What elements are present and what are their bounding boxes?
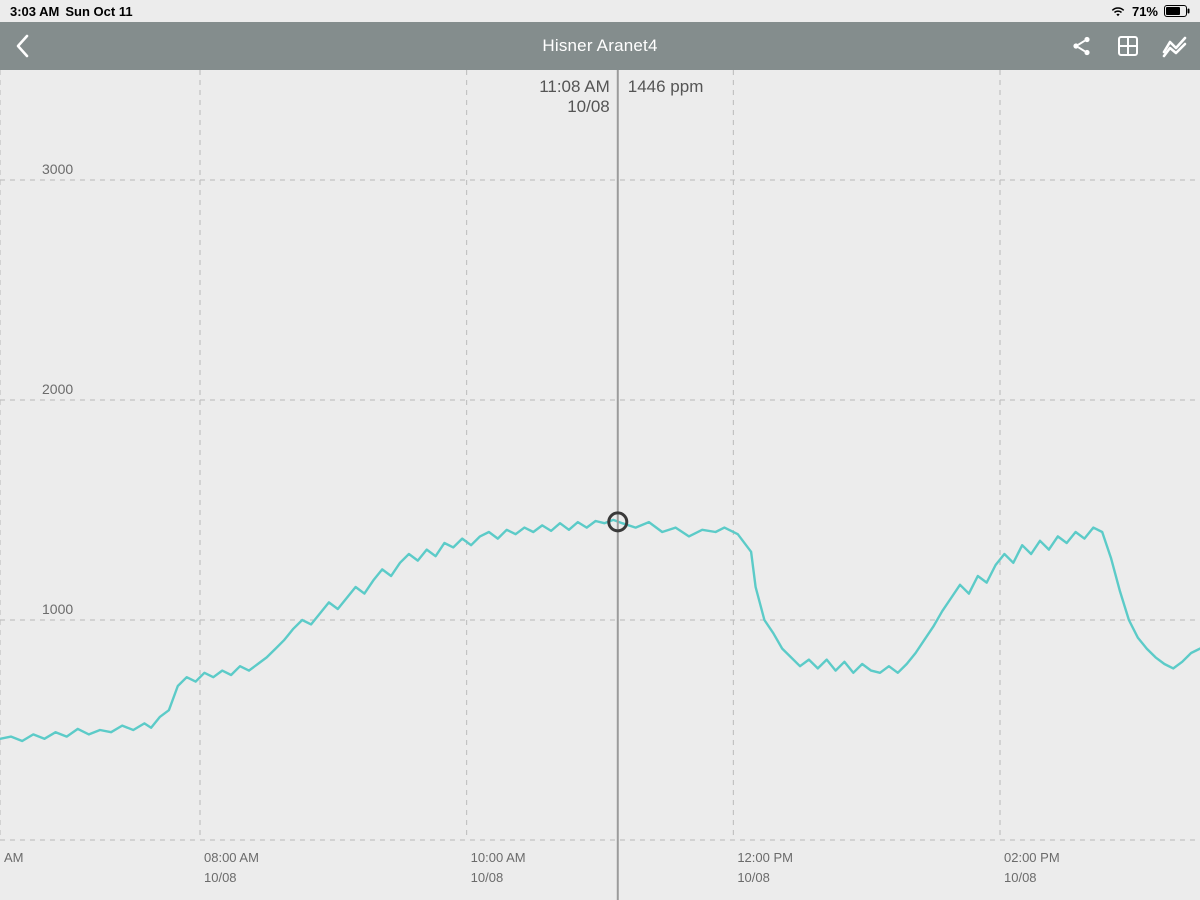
screen-title: Hisner Aranet4	[542, 36, 657, 56]
ios-status-bar: 3:03 AM Sun Oct 11 71%	[0, 0, 1200, 22]
x-tick-date: 10/08	[1004, 870, 1037, 885]
x-tick-time: 12:00 PM	[737, 850, 793, 865]
y-tick-label: 1000	[42, 601, 73, 617]
x-tick-time: AM	[4, 850, 24, 865]
battery-percent: 71%	[1132, 4, 1158, 19]
chart-container[interactable]: 1000 2000 3000 AM 08:00 AM 10/08 10:00 AM 10/08…	[0, 70, 1200, 900]
y-tick-label: 3000	[42, 161, 73, 177]
status-date: Sun Oct 11	[65, 4, 132, 19]
x-tick-date: 10/08	[471, 870, 504, 885]
line-chart[interactable]: 1000 2000 3000 AM 08:00 AM 10/08 10:00 AM 10/08…	[0, 70, 1200, 900]
x-tick-date: 10/08	[204, 870, 237, 885]
cursor-time-label: 11:08 AM	[539, 77, 610, 96]
cursor-value-label: 1446 ppm	[628, 77, 704, 96]
x-tick-time: 08:00 AM	[204, 850, 259, 865]
battery-icon	[1164, 5, 1190, 17]
wifi-icon	[1110, 5, 1126, 17]
x-tick-date: 10/08	[737, 870, 770, 885]
chart-view-icon[interactable]	[1162, 34, 1188, 58]
status-time: 3:03 AM	[10, 4, 59, 19]
share-icon[interactable]	[1070, 34, 1094, 58]
x-tick-time: 02:00 PM	[1004, 850, 1060, 865]
grid-view-icon[interactable]	[1116, 34, 1140, 58]
back-button[interactable]	[12, 32, 34, 60]
app-nav-bar: Hisner Aranet4	[0, 22, 1200, 70]
y-tick-label: 2000	[42, 381, 73, 397]
x-tick-time: 10:00 AM	[471, 850, 526, 865]
cursor-date-label: 10/08	[567, 97, 610, 116]
